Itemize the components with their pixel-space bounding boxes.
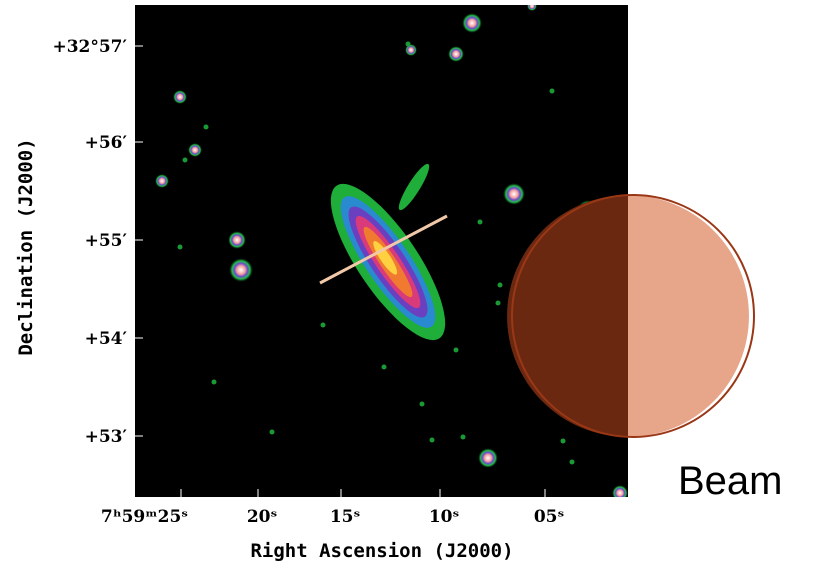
star [188, 143, 202, 157]
star [155, 174, 169, 188]
speck [320, 322, 326, 328]
star [228, 231, 246, 249]
speck [211, 379, 217, 385]
y-tick-label: +54′ [85, 329, 128, 349]
y-axis-title: Declination (J2000) [15, 138, 37, 355]
x-tick-label: 05ˢ [534, 507, 565, 527]
star [229, 258, 253, 282]
beam-outline [511, 194, 755, 438]
star [173, 90, 187, 104]
beam-right [628, 195, 749, 437]
star [478, 448, 498, 468]
speck [381, 364, 387, 370]
y-tick-label: +56′ [85, 133, 128, 153]
x-tick-label: 15ˢ [330, 507, 361, 527]
y-tick-label: +53′ [85, 427, 128, 447]
star [503, 183, 525, 205]
speck [460, 434, 466, 440]
slit-line [319, 214, 448, 285]
beam [507, 194, 755, 438]
beam-left [507, 195, 628, 437]
sky-content [155, 5, 628, 497]
speck [549, 88, 555, 94]
galaxy-core [373, 241, 398, 275]
speck [419, 401, 425, 407]
beam-label: Beam [678, 459, 783, 503]
galaxy [330, 183, 446, 341]
y-tick-label: +55′ [85, 231, 128, 251]
speck [495, 300, 501, 306]
star [405, 44, 417, 56]
speck [182, 157, 188, 163]
speck [429, 437, 435, 443]
star [612, 485, 628, 497]
speck [453, 347, 459, 353]
speck [405, 41, 411, 47]
x-tick-label: 10ˢ [429, 507, 460, 527]
y-tick-label: +32°57′ [52, 37, 127, 57]
x-axis-title: Right Ascension (J2000) [250, 540, 513, 562]
star [527, 5, 537, 11]
companion [398, 163, 430, 211]
star [462, 13, 482, 33]
speck [269, 429, 275, 435]
speck [177, 244, 183, 250]
companion-body [398, 163, 430, 211]
star [448, 46, 464, 62]
speck [569, 459, 575, 465]
speck [497, 282, 503, 288]
x-tick-label: 7ʰ59ᵐ25ˢ [101, 507, 188, 527]
speck [560, 438, 566, 444]
speck [203, 124, 209, 130]
speck [477, 219, 483, 225]
x-tick-label: 20ˢ [247, 507, 278, 527]
